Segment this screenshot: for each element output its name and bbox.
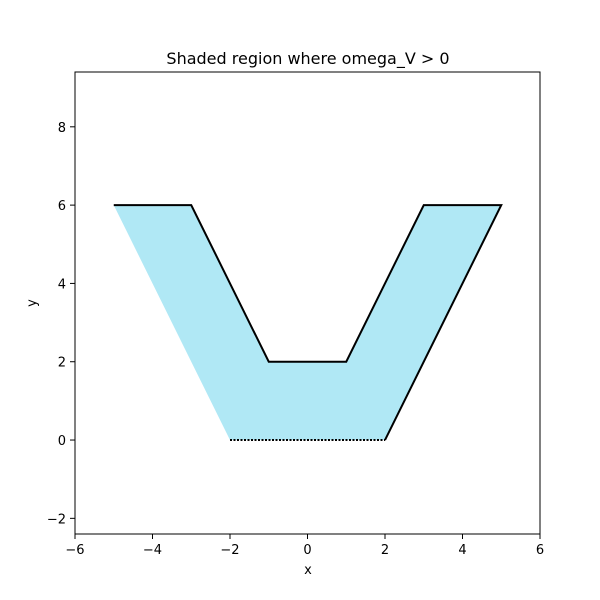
y-axis-label: y — [25, 299, 40, 307]
y-tick-label: −2 — [47, 512, 66, 527]
x-tick-label: 4 — [458, 543, 466, 558]
axes-frame — [74, 71, 541, 535]
x-tick-label: 2 — [381, 543, 389, 558]
y-tick-label: 4 — [58, 277, 66, 292]
shaded-region-layer — [113, 204, 503, 442]
shaded-region — [113, 205, 502, 441]
y-tick-label: 0 — [58, 434, 66, 449]
y-tick-label: 8 — [58, 121, 66, 136]
x-axis-ticks: −6 −4 −2 0 2 4 6 — [65, 534, 544, 558]
x-axis-label: x — [304, 563, 312, 578]
x-tick-label: −2 — [220, 543, 239, 558]
x-tick-label: 0 — [303, 543, 311, 558]
y-tick-label: 6 — [58, 199, 66, 214]
chart-title: Shaded region where omega_V > 0 — [166, 49, 449, 69]
x-tick-label: 6 — [536, 543, 544, 558]
region-outline — [113, 204, 503, 441]
y-tick-label: 2 — [58, 356, 66, 371]
y-axis-ticks: −2 0 2 4 6 8 — [47, 121, 75, 527]
x-tick-label: −6 — [65, 543, 84, 558]
plot-area — [74, 71, 541, 535]
x-tick-label: −4 — [143, 543, 162, 558]
